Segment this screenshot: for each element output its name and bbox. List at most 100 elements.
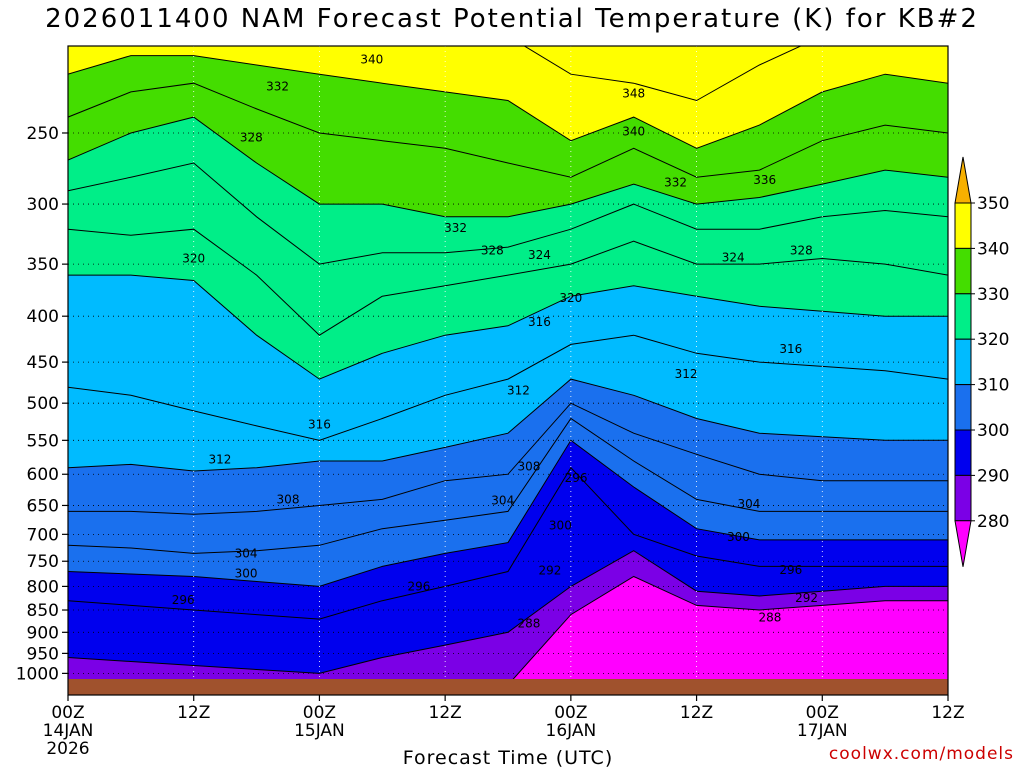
- x-tick-label: 17JAN: [797, 721, 848, 741]
- y-tick-label: 1000: [16, 664, 59, 684]
- colorbar-segment: [954, 474, 972, 522]
- x-tick-label: 00Z: [51, 703, 84, 723]
- colorbar-label: 330: [977, 285, 1009, 305]
- colorbar-label: 310: [977, 376, 1009, 396]
- contour-label: 300: [235, 567, 258, 581]
- contour-label: 320: [182, 252, 205, 266]
- contour-label: 328: [240, 131, 263, 145]
- contour-label: 312: [507, 384, 530, 398]
- isentrope-296: [68, 466, 948, 620]
- contour-label: 296: [779, 563, 802, 577]
- isentrope-328: [68, 162, 948, 265]
- isentrope-286: [509, 575, 948, 683]
- contour-label: 332: [664, 176, 687, 190]
- contour-label: 328: [481, 244, 504, 258]
- contour-label: 316: [308, 417, 331, 431]
- contour-label: 300: [549, 518, 572, 532]
- y-tick-label: 550: [27, 431, 59, 451]
- contour-label: 304: [235, 546, 258, 560]
- chart-title: 2026011400 NAM Forecast Potential Temper…: [45, 4, 979, 34]
- x-axis-title: Forecast Time (UTC): [403, 747, 613, 768]
- y-tick-label: 250: [27, 124, 59, 144]
- theta-band-336: [68, 55, 948, 178]
- colorbar-label: 300: [977, 421, 1009, 441]
- isentrope-324: [68, 228, 948, 336]
- y-tick-label: 850: [27, 601, 59, 621]
- terrain-band: [68, 679, 948, 695]
- isentrope-332: [68, 116, 948, 218]
- contour-label: 328: [790, 244, 813, 258]
- source-credit: coolwx.com/models: [828, 744, 1014, 764]
- x-tick-label: 15JAN: [294, 721, 345, 741]
- contour-label: 332: [266, 80, 289, 94]
- theta-band-296: [68, 440, 948, 620]
- colorbar-segment: [954, 202, 972, 249]
- x-tick-label: 14JAN: [43, 721, 94, 741]
- y-tick-label: 750: [27, 552, 59, 572]
- x-tick-label: 16JAN: [546, 721, 597, 741]
- contour-label: 340: [622, 124, 645, 138]
- theta-band-328: [68, 117, 948, 265]
- colorbar: 350 340 330 320 310 300 290 280: [954, 156, 1009, 567]
- contour-labels: 340 332 348 328 340 332 336 332 328 324 324 328 320 3…: [172, 52, 818, 630]
- contour-label: 296: [565, 471, 588, 485]
- colorbar-label: 320: [977, 330, 1009, 350]
- contour-label: 292: [538, 563, 561, 577]
- contour-label: 296: [172, 593, 195, 607]
- contour-label: 316: [779, 342, 802, 356]
- x-tick-label: 12Z: [177, 703, 210, 723]
- theta-band-348: [524, 46, 801, 101]
- y-tick-label: 900: [27, 623, 59, 643]
- contour-label: 304: [737, 497, 760, 511]
- colorbar-segment: [954, 293, 972, 340]
- isentrope-320: [68, 274, 948, 380]
- contour-label: 332: [444, 221, 467, 235]
- contour-label: 324: [528, 248, 551, 262]
- theta-band-320: [68, 229, 948, 380]
- y-tick-label: 300: [27, 195, 59, 215]
- colorbar-segment: [954, 384, 972, 431]
- contour-label: 312: [208, 453, 231, 467]
- colorbar-segment: [954, 429, 972, 476]
- contour-label: 300: [727, 530, 750, 544]
- y-tick-label: 800: [27, 577, 59, 597]
- isentrope-340: [68, 55, 948, 149]
- y-axis: 2503003504004505005506006507007508008509…: [16, 124, 68, 684]
- colorbar-arrow-bottom: [954, 520, 972, 567]
- y-tick-label: 700: [27, 525, 59, 545]
- colorbar-label: 280: [977, 512, 1009, 532]
- theta-band-286: [68, 550, 948, 683]
- colorbar-label: 340: [977, 239, 1009, 259]
- colorbar-label: 350: [977, 194, 1009, 214]
- isentrope-304: [68, 417, 948, 554]
- contour-label: 336: [753, 173, 776, 187]
- y-tick-label: 600: [27, 465, 59, 485]
- theta-band-308: [68, 379, 948, 515]
- theta-band-340: [68, 46, 948, 149]
- theta-band-290: [68, 467, 948, 674]
- theta-band-300: [68, 418, 948, 587]
- x-tick-label: 12Z: [931, 703, 964, 723]
- contour-label: 308: [517, 459, 540, 473]
- contour-label: 312: [675, 367, 698, 381]
- y-tick-label: 950: [27, 644, 59, 664]
- contour-label: 308: [277, 492, 300, 506]
- colorbar-segment: [954, 338, 972, 386]
- isentrope-336: [68, 82, 948, 178]
- filled-contours: [68, 46, 948, 683]
- grid-lines: [68, 46, 948, 683]
- x-tick-label: 00Z: [303, 703, 336, 723]
- y-tick-label: 400: [27, 307, 59, 327]
- contour-label: 348: [622, 87, 645, 101]
- y-tick-label: 450: [27, 353, 59, 373]
- x-tick-label: 2026: [46, 739, 89, 759]
- isentrope-312: [68, 378, 948, 472]
- contour-label: 288: [758, 611, 781, 625]
- y-tick-label: 350: [27, 255, 59, 275]
- contour-label: 320: [559, 291, 582, 305]
- isentrope-300: [68, 439, 948, 587]
- contour-label: 304: [491, 494, 514, 508]
- x-tick-label: 12Z: [680, 703, 713, 723]
